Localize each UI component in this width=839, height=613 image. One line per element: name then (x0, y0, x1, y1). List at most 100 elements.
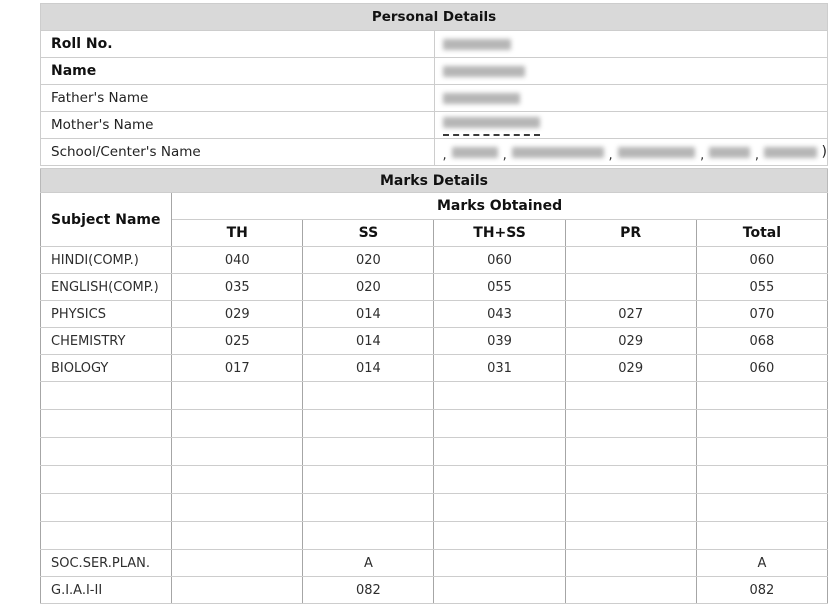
school-name-label: School/Center's Name (40, 138, 435, 166)
pr-cell (564, 521, 697, 550)
thss-cell (433, 409, 566, 438)
column-header-row: TH SS TH+SS PR Total (41, 219, 829, 247)
th-cell: 017 (171, 354, 304, 382)
pr-cell (564, 409, 697, 438)
thss-cell (433, 437, 566, 466)
total-cell (695, 521, 829, 550)
name-label: Name (40, 57, 435, 85)
group-header-row: Subject Name Marks Obtained (39, 192, 828, 247)
col-header-thss: TH+SS (433, 219, 566, 247)
pr-cell (564, 576, 697, 604)
roll-no-row: Roll No. (40, 30, 828, 58)
thss-cell: 043 (433, 300, 566, 328)
th-cell (171, 465, 304, 494)
mother-name-value (433, 111, 828, 139)
pr-cell (564, 273, 697, 301)
col-header-ss: SS (302, 219, 435, 247)
roll-no-label: Roll No. (40, 30, 435, 58)
marks-row-empty (39, 381, 829, 410)
comma: , (754, 147, 760, 163)
comma: , (700, 147, 705, 163)
subject-cell: G.I.A.I-II (39, 576, 173, 604)
redacted-father-name (442, 92, 520, 104)
thss-cell: 060 (433, 246, 566, 274)
subject-cell (39, 409, 173, 438)
subject-cell: BIOLOGY (39, 354, 173, 382)
subject-cell: SOC.SER.PLAN. (39, 549, 173, 577)
th-cell (171, 549, 304, 577)
father-name-row: Father's Name (40, 84, 828, 112)
name-value (433, 57, 828, 85)
thss-cell (433, 381, 566, 410)
redacted-segment (709, 146, 750, 158)
total-cell: 055 (695, 273, 829, 301)
ss-cell (302, 381, 435, 410)
marks-row-empty (39, 493, 829, 522)
total-cell (695, 493, 829, 522)
subject-cell: PHYSICS (39, 300, 173, 328)
subject-cell (39, 493, 173, 522)
marks-row-english: ENGLISH(COMP.) 035 020 055 055 (39, 273, 829, 301)
total-cell: A (695, 549, 829, 577)
subject-name-header: Subject Name (39, 192, 173, 247)
subject-cell (39, 381, 173, 410)
school-name-row: School/Center's Name , , , , , (40, 138, 828, 166)
th-cell (171, 493, 304, 522)
total-cell: 060 (695, 354, 829, 382)
ss-cell: 014 (302, 300, 435, 328)
th-cell: 035 (171, 273, 304, 301)
personal-details-title: Personal Details (40, 3, 828, 31)
thss-cell (433, 576, 566, 604)
redacted-segment (511, 146, 604, 158)
marks-row-chemistry: CHEMISTRY 025 014 039 029 068 (39, 327, 829, 355)
comma: , (442, 147, 447, 163)
mother-name-label: Mother's Name (40, 111, 435, 139)
th-cell (171, 521, 304, 550)
ss-cell: 014 (302, 327, 435, 355)
marks-row-empty (39, 521, 829, 550)
father-name-value (433, 84, 828, 112)
pr-cell: 027 (564, 300, 697, 328)
roll-no-value (433, 30, 828, 58)
pr-cell (564, 549, 697, 577)
comma: , (608, 147, 613, 163)
col-header-total: Total (695, 219, 829, 247)
col-header-th: TH (171, 219, 304, 247)
pr-cell (564, 246, 697, 274)
redacted-roll-no (442, 38, 511, 50)
thss-cell: 039 (433, 327, 566, 355)
marks-row-hindi: HINDI(COMP.) 040 020 060 060 (39, 246, 829, 274)
father-name-label: Father's Name (40, 84, 435, 112)
col-header-pr: PR (564, 219, 697, 247)
redacted-name (442, 65, 525, 77)
th-cell (171, 381, 304, 410)
thss-cell (433, 549, 566, 577)
th-cell: 025 (171, 327, 304, 355)
ss-cell: A (302, 549, 435, 577)
total-cell: 060 (695, 246, 829, 274)
marks-row-biology: BIOLOGY 017 014 031 029 060 (39, 354, 829, 382)
marks-row-soc-ser-plan: SOC.SER.PLAN. A A (39, 549, 829, 577)
total-cell (695, 409, 829, 438)
subject-cell: ENGLISH(COMP.) (39, 273, 173, 301)
pr-cell (564, 465, 697, 494)
school-name-value: , , , , , ) (433, 138, 828, 166)
ss-cell (302, 409, 435, 438)
personal-title-row: Personal Details (40, 3, 828, 31)
pr-cell: 029 (564, 354, 697, 382)
close-paren: ) (821, 144, 827, 160)
ss-cell (302, 465, 435, 494)
marks-details-title: Marks Details (40, 168, 828, 193)
marks-details-table: Marks Details Subject Name Marks Obtaine… (39, 168, 829, 604)
th-cell: 040 (171, 246, 304, 274)
th-cell (171, 437, 304, 466)
ss-cell (302, 493, 435, 522)
thss-cell: 055 (433, 273, 566, 301)
result-tables: Personal Details Roll No. Name Father's … (39, 3, 829, 604)
comma: , (502, 147, 507, 163)
marks-obtained-header: Marks Obtained (171, 192, 828, 220)
personal-details-table: Personal Details Roll No. Name Father's … (40, 3, 828, 166)
subject-cell: CHEMISTRY (39, 327, 173, 355)
ss-cell: 020 (302, 246, 435, 274)
